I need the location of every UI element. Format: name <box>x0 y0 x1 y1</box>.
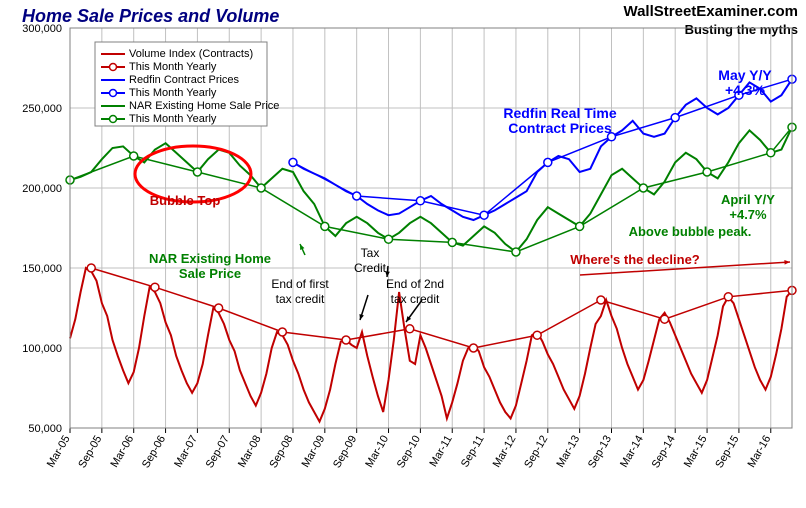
x-axis-label: Mar-14 <box>618 434 646 470</box>
volume-yearly-marker <box>215 304 223 312</box>
legend-label: NAR Existing Home Sale Price <box>129 100 279 112</box>
x-axis-label: Sep-13 <box>586 434 614 471</box>
ann-above-peak: Above bubble peak. <box>629 224 752 239</box>
ann-tax-credit: Tax <box>361 246 380 260</box>
nar-yearly-marker <box>576 222 584 230</box>
x-axis-label: Sep-06 <box>140 434 168 471</box>
ann-april-yy: April Y/Y <box>721 192 775 207</box>
ann-april-yy-2: +4.7% <box>729 207 767 222</box>
volume-yearly-marker <box>533 331 541 339</box>
volume-yearly-marker <box>278 328 286 336</box>
legend-marker <box>110 116 117 123</box>
ann-bubble-top: Bubble Top <box>150 193 221 208</box>
volume-yearly-marker <box>661 315 669 323</box>
x-axis-label: Sep-14 <box>650 434 678 471</box>
nar-yearly-marker <box>385 235 393 243</box>
x-axis-label: Mar-07 <box>172 434 200 470</box>
x-axis-label: Sep-10 <box>395 434 423 471</box>
redfin-yearly-marker <box>544 158 552 166</box>
chart-svg: 50,000100,000150,000200,000250,000300,00… <box>0 0 806 508</box>
nar-yearly-marker <box>639 184 647 192</box>
x-axis-label: Sep-05 <box>76 434 104 471</box>
ann-second-credit: End of 2nd <box>386 277 444 291</box>
branding-line2: Busting the myths <box>685 22 798 37</box>
x-axis-label: Mar-16 <box>746 434 774 470</box>
x-axis-label: Sep-09 <box>331 434 359 471</box>
x-axis-label: Mar-12 <box>491 434 519 470</box>
legend-label: This Month Yearly <box>129 113 217 125</box>
x-axis-label: Mar-08 <box>236 434 264 470</box>
ann-redfin-label: Redfin Real Time <box>503 105 617 121</box>
x-axis-label: Mar-11 <box>427 434 454 469</box>
y-axis-label: 100,000 <box>22 343 62 355</box>
x-axis-label: Sep-11 <box>459 434 487 470</box>
nar-yearly-marker <box>321 222 329 230</box>
branding-line1: WallStreetExaminer.com <box>623 3 798 20</box>
ann-may-yy: May Y/Y <box>718 67 772 83</box>
nar-yearly-marker <box>512 248 520 256</box>
ann-decline: Where's the decline? <box>570 252 700 267</box>
chart-container: { "chart": { "width": 806, "height": 508… <box>0 0 806 508</box>
chart-title: Home Sale Prices and Volume <box>22 6 279 26</box>
y-axis-label: 200,000 <box>22 183 62 195</box>
volume-yearly-marker <box>724 293 732 301</box>
x-axis-label: Mar-05 <box>45 434 73 470</box>
legend-label: Redfin Contract Prices <box>129 74 240 86</box>
x-axis-label: Sep-07 <box>204 434 232 471</box>
legend-label: This Month Yearly <box>129 61 217 73</box>
redfin-yearly-marker <box>671 114 679 122</box>
legend-label: This Month Yearly <box>129 87 217 99</box>
legend-label: Volume Index (Contracts) <box>129 48 253 60</box>
ann-second-credit-2: tax credit <box>391 292 440 306</box>
x-axis-label: Mar-10 <box>363 434 391 470</box>
volume-yearly-marker <box>342 336 350 344</box>
legend-marker <box>110 64 117 71</box>
y-axis-label: 250,000 <box>22 103 62 115</box>
x-axis-label: Sep-15 <box>713 434 741 471</box>
ann-redfin-label-2: Contract Prices <box>508 120 612 136</box>
x-axis-label: Sep-08 <box>267 434 295 471</box>
nar-yearly-marker <box>703 168 711 176</box>
volume-yearly-marker <box>406 325 414 333</box>
x-axis-label: Mar-13 <box>554 434 582 470</box>
legend-marker <box>110 90 117 97</box>
ann-first-credit-2: tax credit <box>276 292 325 306</box>
x-axis-label: Mar-06 <box>108 434 136 470</box>
redfin-yearly-marker <box>480 211 488 219</box>
nar-yearly-marker <box>767 149 775 157</box>
volume-yearly-marker <box>151 283 159 291</box>
nar-yearly-marker <box>448 238 456 246</box>
ann-first-credit: End of first <box>271 277 329 291</box>
ann-may-yy-2: +4.3% <box>725 82 766 98</box>
y-axis-label: 50,000 <box>28 423 62 435</box>
volume-yearly-marker <box>87 264 95 272</box>
volume-yearly-marker <box>597 296 605 304</box>
ann-nar-label-2: Sale Price <box>179 266 241 281</box>
ann-nar-label: NAR Existing Home <box>149 251 271 266</box>
x-axis-label: Sep-12 <box>522 434 550 471</box>
ann-tax-credit-2: Credit <box>354 261 387 275</box>
nar-yearly-marker <box>257 184 265 192</box>
volume-yearly-marker <box>469 344 477 352</box>
x-axis-label: Mar-09 <box>300 434 328 470</box>
x-axis-label: Mar-15 <box>682 434 710 470</box>
redfin-yearly-marker <box>353 192 361 200</box>
nar-yearly-marker <box>193 168 201 176</box>
redfin-yearly-marker <box>416 197 424 205</box>
redfin-yearly-marker <box>289 158 297 166</box>
y-axis-label: 150,000 <box>22 263 62 275</box>
nar-yearly-marker <box>130 152 138 160</box>
